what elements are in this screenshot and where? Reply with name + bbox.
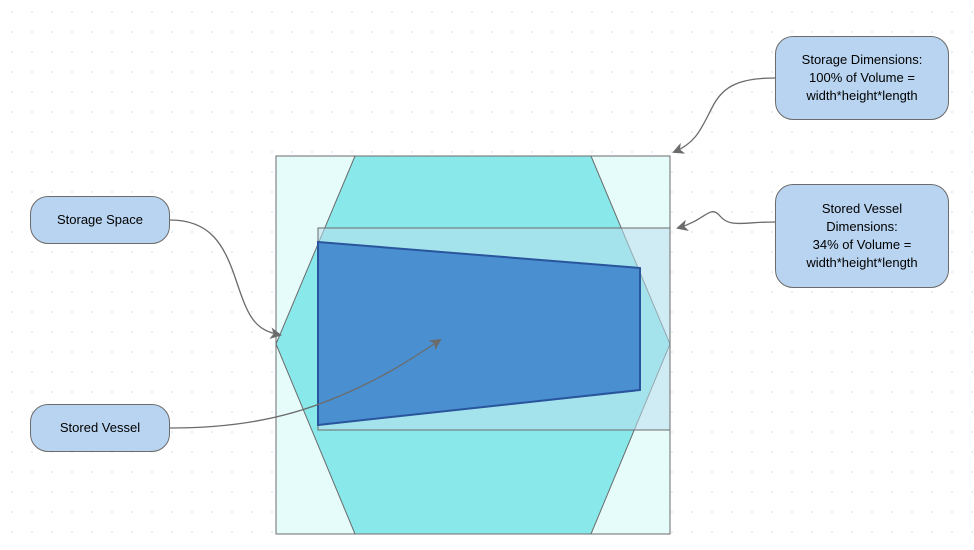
callout-storage-dimensions: Storage Dimensions: 100% of Volume = wid… xyxy=(775,36,949,120)
callout-stored-vessel: Stored Vessel xyxy=(30,404,170,452)
text-line: Stored Vessel xyxy=(822,201,902,216)
callout-storage-space: Storage Space xyxy=(30,196,170,244)
arrow-storage-dims xyxy=(674,78,775,152)
text-line: 100% of Volume = xyxy=(809,70,915,85)
text-line: Dimensions: xyxy=(826,219,898,234)
text-line: width*height*length xyxy=(806,255,917,270)
text-line: 34% of Volume = xyxy=(813,237,912,252)
callout-stored-vessel-label: Stored Vessel xyxy=(60,419,140,437)
callout-vessel-dimensions-label: Stored Vessel Dimensions: 34% of Volume … xyxy=(806,200,917,273)
callout-storage-space-label: Storage Space xyxy=(57,211,143,229)
text-line: width*height*length xyxy=(806,88,917,103)
text-line: Storage Dimensions: xyxy=(802,52,923,67)
arrow-vessel-dims xyxy=(678,212,775,228)
arrow-storage-space xyxy=(170,220,280,335)
callout-storage-dimensions-label: Storage Dimensions: 100% of Volume = wid… xyxy=(802,51,923,106)
callout-vessel-dimensions: Stored Vessel Dimensions: 34% of Volume … xyxy=(775,184,949,288)
